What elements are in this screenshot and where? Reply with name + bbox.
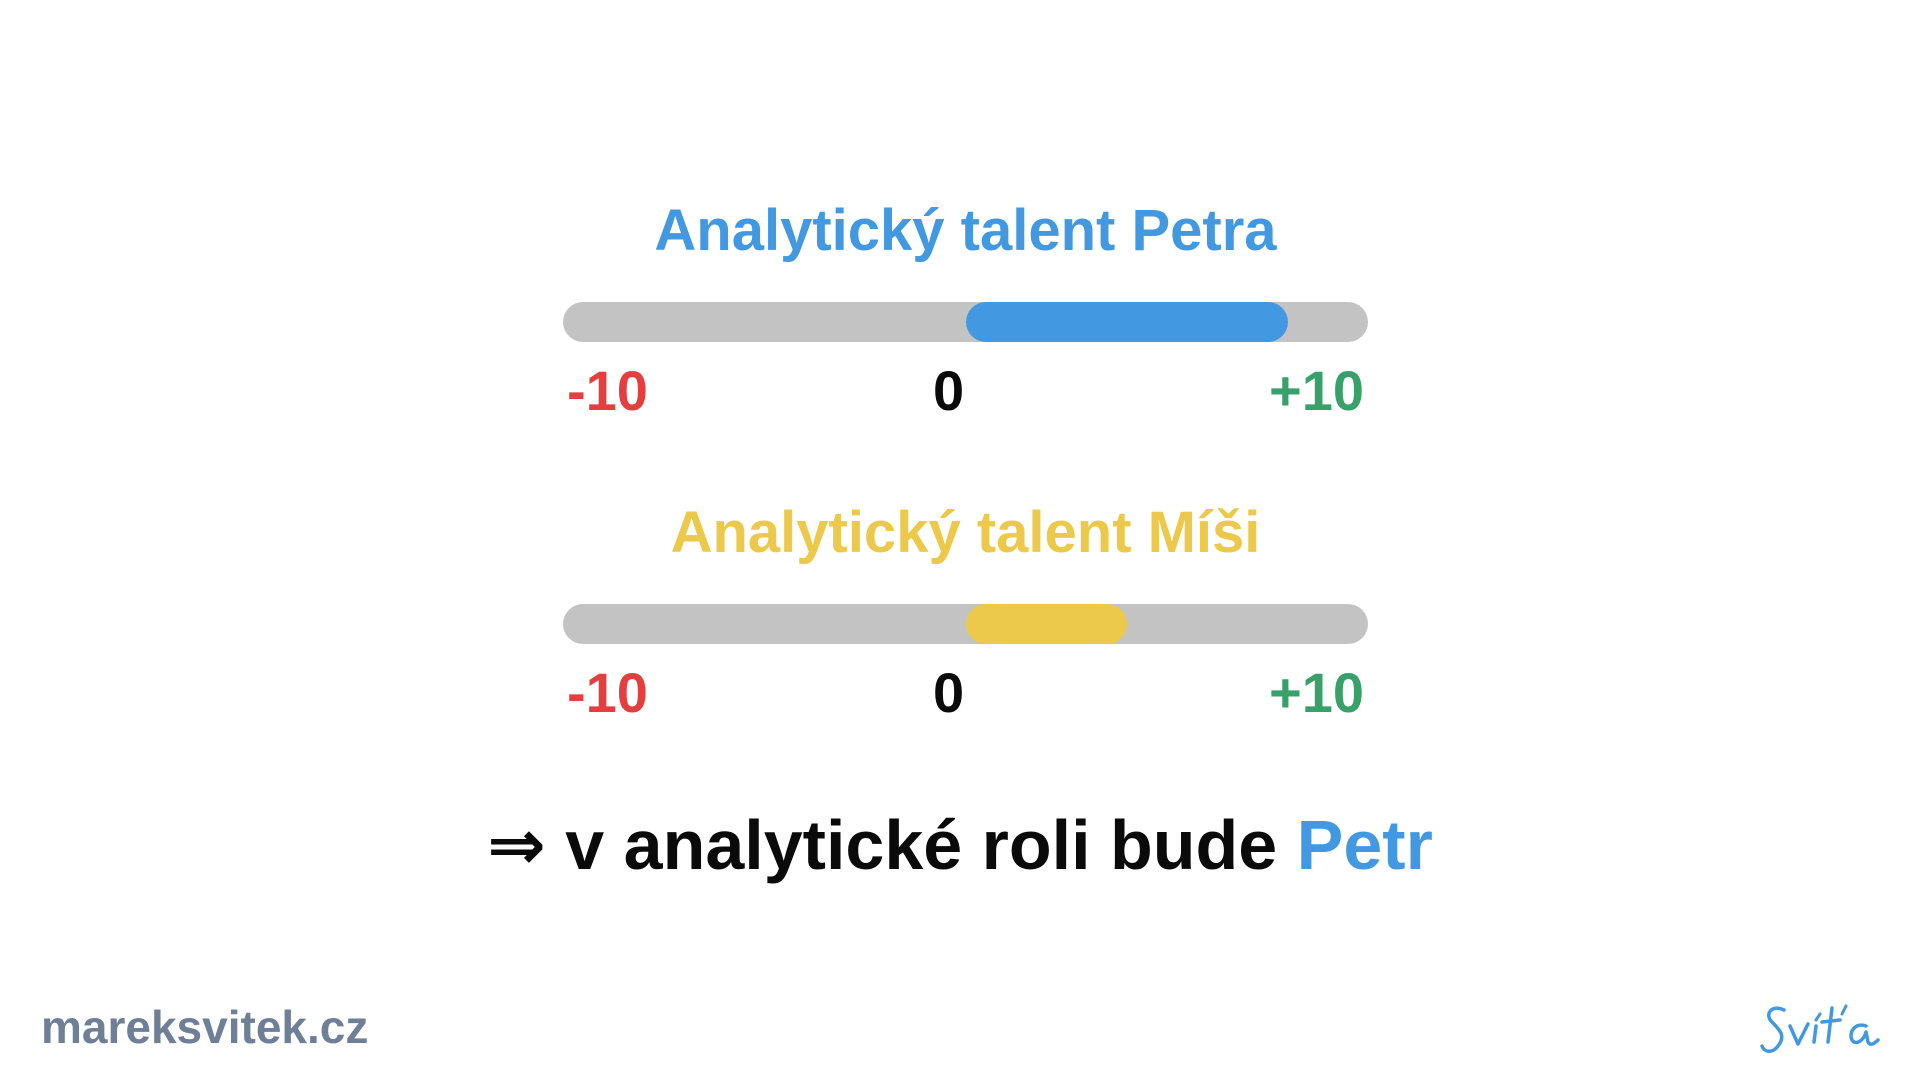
signature-logo xyxy=(1760,1004,1880,1053)
scale-zero-label: 0 xyxy=(933,661,965,724)
scale-misa: Analytický talent Míši -10 0 +10 xyxy=(563,498,1368,728)
scale-labels-misa: -10 0 +10 xyxy=(563,658,1368,728)
implies-arrow: ⇒ xyxy=(487,806,546,884)
scale-max-label: +10 xyxy=(1269,359,1364,422)
scale-petr: Analytický talent Petra -10 0 +10 xyxy=(563,196,1368,426)
scale-max-label: +10 xyxy=(1269,661,1364,724)
conclusion-text: v analytické roli bude xyxy=(545,806,1297,884)
scale-zero-label: 0 xyxy=(933,359,965,422)
scale-title-petr: Analytický talent Petra xyxy=(654,198,1277,263)
conclusion-highlight: Petr xyxy=(1296,806,1433,884)
conclusion-line: ⇒ v analytické roli bude Petr xyxy=(0,803,1920,887)
scale-min-label: -10 xyxy=(567,661,648,724)
scale-title-misa: Analytický talent Míši xyxy=(670,500,1261,565)
scale-track-petr xyxy=(563,302,1368,342)
footer-website: mareksvitek.cz xyxy=(41,1001,369,1053)
scale-fill-misa xyxy=(965,604,1127,644)
scale-labels-petr: -10 0 +10 xyxy=(563,356,1368,426)
scale-fill-petr xyxy=(965,302,1288,342)
scale-track-misa xyxy=(563,604,1368,644)
scale-min-label: -10 xyxy=(567,359,648,422)
